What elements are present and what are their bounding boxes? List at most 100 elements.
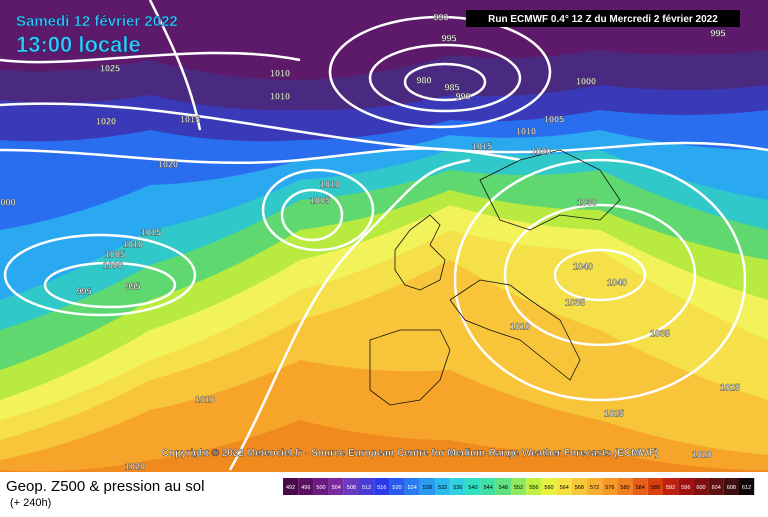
- isobar-label: 1010: [123, 239, 143, 249]
- colorbar-label: 576: [605, 485, 614, 491]
- isobar-label: 990: [455, 91, 470, 101]
- colorbar-label: 560: [544, 485, 553, 491]
- colorbar-cell: [283, 478, 299, 495]
- isobar-label: 1020: [96, 116, 116, 126]
- isobar-label: 1025: [604, 408, 624, 418]
- colorbar-cell: [374, 478, 390, 495]
- colorbar-label: 532: [438, 485, 447, 491]
- isobar-label: 1005: [310, 195, 330, 205]
- colorbar-label: 516: [377, 485, 386, 491]
- colorbar-label: 536: [453, 485, 462, 491]
- footer-title: Geop. Z500 & pression au sol: [6, 478, 204, 495]
- colorbar-label: 564: [560, 485, 569, 491]
- colorbar-cell: [617, 478, 633, 495]
- colorbar-cell: [602, 478, 618, 495]
- colorbar-cell: [708, 478, 724, 495]
- colorbar-label: 496: [301, 485, 310, 491]
- colorbar-label: 584: [636, 485, 645, 491]
- colorbar-cell: [587, 478, 603, 495]
- colorbar-label: 568: [575, 485, 584, 491]
- isobar-label: 1010: [516, 126, 536, 136]
- isobar-label: 980: [416, 75, 431, 85]
- isobar-label: 1040: [573, 261, 593, 271]
- isobar-label: 000: [0, 197, 15, 207]
- colorbar-cell: [678, 478, 694, 495]
- isobars: [0, 0, 768, 470]
- isobar-label: 1005: [544, 114, 564, 124]
- colorbar-cell: [541, 478, 557, 495]
- colorbar-label: 512: [362, 485, 371, 491]
- isobar-label: 995: [76, 286, 91, 296]
- colorbar-label: 592: [666, 485, 675, 491]
- run-info: Run ECMWF 0.4° 12 Z du Mercredi 2 févrie…: [488, 14, 718, 25]
- isobar-label: 1010: [195, 394, 215, 404]
- colorbar-cell: [526, 478, 542, 495]
- isobar-label: 1035: [565, 297, 585, 307]
- isobar-label: 1000: [576, 76, 596, 86]
- colorbar-label: 520: [392, 485, 401, 491]
- colorbar-label: 508: [347, 485, 356, 491]
- colorbar-label: 612: [742, 485, 751, 491]
- colorbar-label: 500: [316, 485, 325, 491]
- isobar-label: 1000: [103, 260, 123, 270]
- colorbar-label: 548: [499, 485, 508, 491]
- colorbar-cell: [450, 478, 466, 495]
- isobar-label: 1035: [650, 328, 670, 338]
- isobar-label: 995: [441, 33, 456, 43]
- colorbar-cell: [739, 478, 755, 495]
- isobar-label: 1015: [180, 114, 200, 124]
- forecast-lead: (+ 240h): [10, 497, 51, 509]
- colorbar-label: 528: [423, 485, 432, 491]
- colorbar-cell: [723, 478, 739, 495]
- isobar-label: 1025: [720, 382, 740, 392]
- colorbar-cell: [313, 478, 329, 495]
- isobar-label: 1020: [531, 146, 551, 156]
- colorbar-label: 608: [727, 485, 736, 491]
- isobar-label: 1015: [472, 141, 492, 151]
- colorbar-label: 556: [529, 485, 538, 491]
- colorbar-cell: [389, 478, 405, 495]
- coastlines: [369, 149, 621, 406]
- isobar-label: 1010: [270, 91, 290, 101]
- isobar-label: 995: [125, 281, 140, 291]
- date: Samedi 12 février 2022: [16, 13, 178, 30]
- isobar-label: 1020: [158, 159, 178, 169]
- colorbar-cell: [343, 478, 359, 495]
- isobar-label: 995: [710, 28, 725, 38]
- colorbar-label: 580: [620, 485, 629, 491]
- colorbar-cell: [480, 478, 496, 495]
- isobar-label: 1010: [320, 179, 340, 189]
- colorbar-label: 604: [712, 485, 721, 491]
- colorbar-label: 540: [468, 485, 477, 491]
- colorbar-cell: [571, 478, 587, 495]
- colorbar-label: 588: [651, 485, 660, 491]
- colorbar-cell: [693, 478, 709, 495]
- colorbar-label: 596: [681, 485, 690, 491]
- isobar-label: 1040: [607, 277, 627, 287]
- isobar-label: 1010: [510, 321, 530, 331]
- colorbar-cell: [419, 478, 435, 495]
- isobar-label: 1020: [692, 449, 712, 459]
- colorbar-cell: [647, 478, 663, 495]
- isobar-label: 1010: [270, 68, 290, 78]
- colorbar-cell: [298, 478, 314, 495]
- run-box: [466, 10, 740, 27]
- colorbar-label: 600: [696, 485, 705, 491]
- isobar-label: 1025: [100, 63, 120, 73]
- isobar-label: 1020: [125, 461, 145, 471]
- colorbar-cell: [632, 478, 648, 495]
- colorbar-cell: [328, 478, 344, 495]
- colorbar-cell: [663, 478, 679, 495]
- colorbar-cell: [404, 478, 420, 495]
- isobar-label: 1015: [141, 227, 161, 237]
- colorbar-cell: [495, 478, 511, 495]
- colorbar-cell: [359, 478, 375, 495]
- isobar-label: 1030: [577, 197, 597, 207]
- isobar-label: 985: [444, 82, 459, 92]
- colorbar-cell: [556, 478, 572, 495]
- local-time: 13:00 locale: [16, 32, 141, 57]
- colorbar-label: 544: [484, 485, 493, 491]
- colorbar-label: 504: [332, 485, 341, 491]
